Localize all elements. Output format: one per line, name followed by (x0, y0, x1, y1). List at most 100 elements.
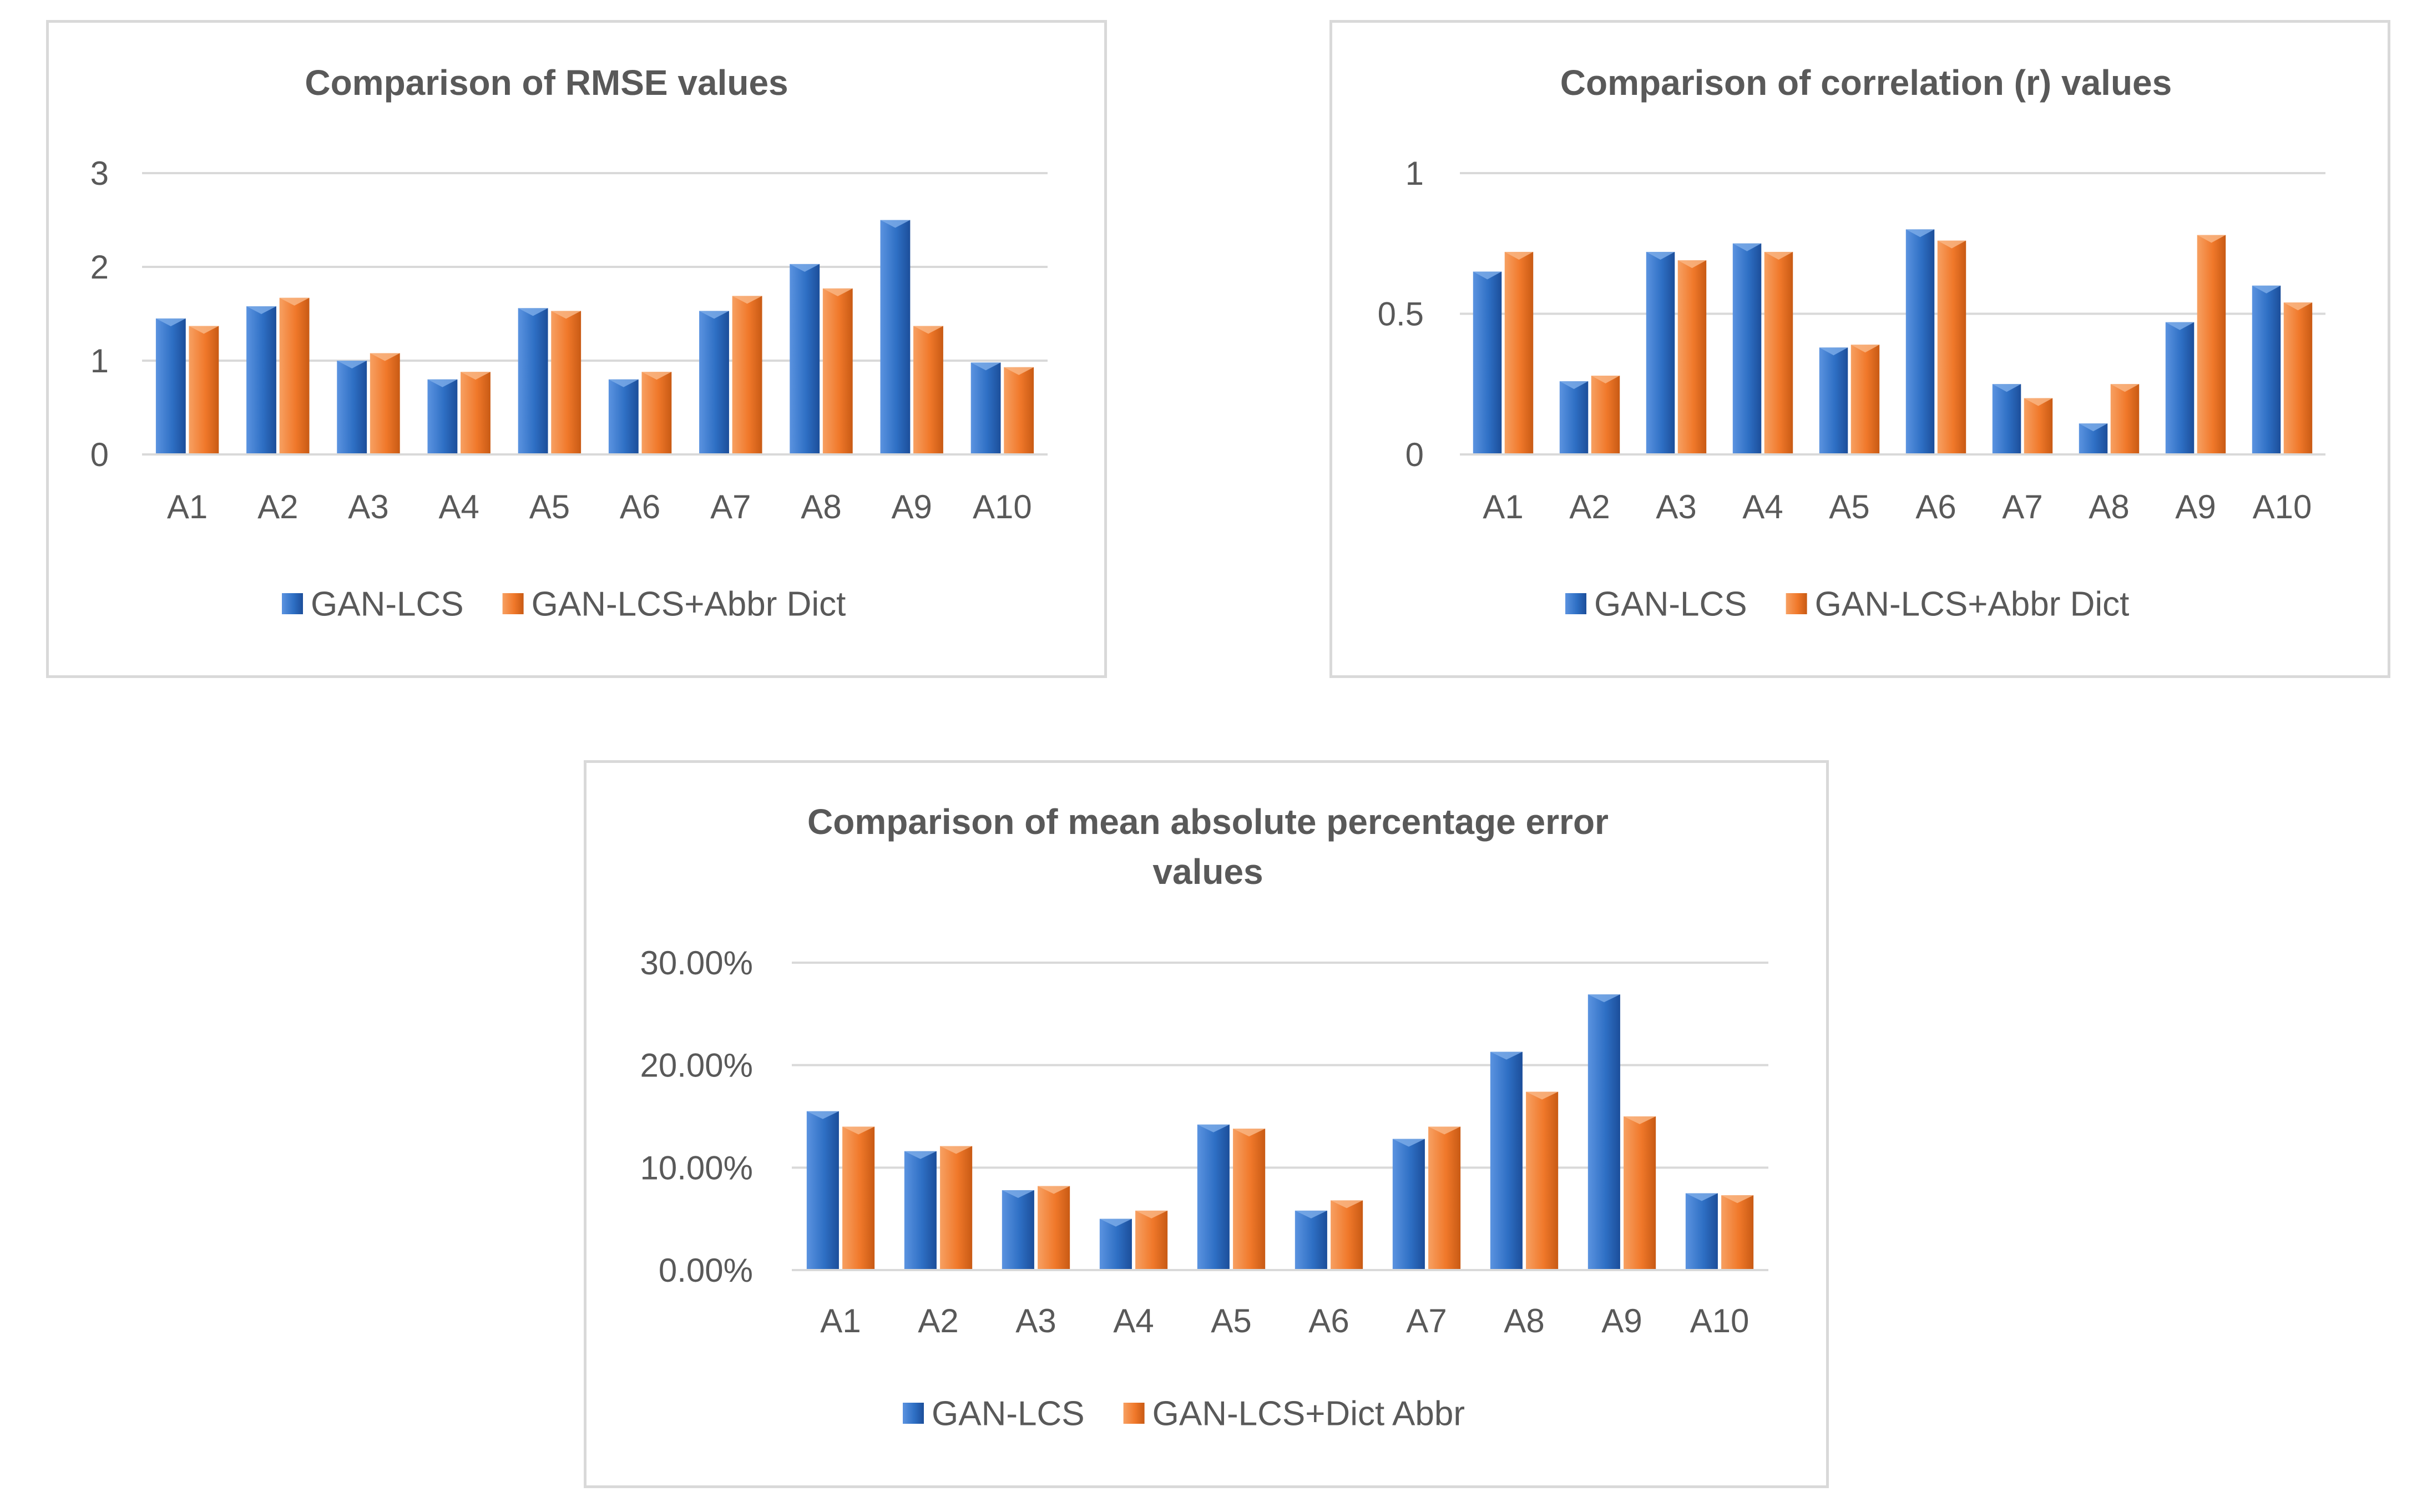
mape-bar-cap (806, 1111, 839, 1119)
corr-legend-label-1: GAN-LCS (1594, 585, 1747, 624)
corr-bar-cap (1591, 376, 1620, 384)
mape-bar-cap (1428, 1126, 1461, 1135)
mape-bar-cap (1331, 1200, 1363, 1208)
rmse-bar-series2-a8 (822, 288, 853, 454)
corr-bar-series1-a5 (1819, 347, 1848, 454)
corr-bar-series2-a9 (2197, 235, 2226, 454)
rmse-bar-cap (970, 362, 1001, 371)
corr-bar-series1-a10 (2252, 285, 2281, 454)
rmse-legend-swatch-2 (502, 593, 524, 614)
rmse-chart-panel: Comparison of RMSE values 0 1 2 3 A1 A2 A3 A4 A5 A… (46, 20, 1107, 678)
corr-bar-cap (1732, 243, 1762, 251)
mape-bar-series2-a1 (842, 1126, 875, 1270)
mape-bar-series1-a8 (1490, 1051, 1523, 1270)
corr-bar-cap (1677, 260, 1707, 269)
corr-legend-swatch-1 (1565, 593, 1586, 614)
corr-legend-swatch-2 (1786, 593, 1807, 614)
corr-bar-cap (1905, 229, 1935, 237)
mape-y-tick-label: 0.00% (659, 1252, 753, 1289)
corr-bar-cap (1992, 384, 2021, 392)
mape-bar-series1-a1 (806, 1111, 839, 1270)
rmse-legend-label-1: GAN-LCS (311, 585, 464, 624)
rmse-bar-cap (1004, 367, 1034, 375)
corr-x-tick-label: A6 (1915, 488, 1956, 525)
mape-bar-series1-a2 (904, 1151, 937, 1270)
rmse-bar-series1-a1 (155, 318, 186, 454)
rmse-bar-cap (790, 264, 820, 272)
corr-x-tick-label: A9 (2175, 488, 2216, 525)
corr-y-tick-label: 1 (1405, 155, 1424, 192)
corr-x-tick-label: A5 (1829, 488, 1869, 525)
mape-bar-cap (842, 1126, 875, 1135)
mape-bar-cap (1685, 1193, 1718, 1201)
corr-bar-series1-a7 (1992, 384, 2021, 454)
mape-x-tick-label: A5 (1211, 1302, 1251, 1339)
corr-bar-cap (1646, 251, 1675, 260)
rmse-bar-cap (641, 372, 672, 380)
rmse-bar-cap (913, 326, 943, 334)
mape-bar-cap (1490, 1051, 1523, 1060)
mape-bar-series2-a5 (1233, 1129, 1266, 1270)
mape-bar-series1-a3 (1002, 1190, 1034, 1270)
corr-bar-cap (1850, 345, 1880, 353)
rmse-x-tick-label: A3 (348, 488, 388, 525)
rmse-x-tick-label: A9 (892, 488, 932, 525)
mape-bar-cap (1038, 1186, 1070, 1194)
corr-bar-series2-a10 (2283, 302, 2313, 454)
rmse-bar-series2-a2 (279, 297, 310, 454)
corr-bar-cap (1764, 251, 1793, 260)
rmse-y-tick-label: 3 (90, 155, 109, 192)
rmse-bar-cap (822, 288, 853, 296)
mape-x-tick-label: A4 (1113, 1302, 1154, 1339)
mape-legend-swatch-1 (903, 1403, 924, 1424)
mape-bar-cap (1099, 1218, 1132, 1227)
mape-y-tick-label: 30.00% (640, 944, 754, 982)
correlation-chart: Comparison of correlation (r) values 0 0.5… (1378, 63, 2325, 624)
mape-bar-cap (1197, 1124, 1230, 1132)
corr-bar-cap (1504, 251, 1534, 260)
rmse-bar-series1-a2 (246, 306, 276, 454)
mape-bar-cap (1624, 1116, 1656, 1124)
corr-bar-cap (2283, 302, 2313, 311)
mape-bar-series2-a9 (1624, 1116, 1656, 1270)
rmse-x-tick-label: A5 (529, 488, 570, 525)
rmse-bar-series1-a9 (880, 220, 911, 454)
mape-y-tick-label: 20.00% (640, 1047, 754, 1084)
corr-x-tick-label: A2 (1569, 488, 1610, 525)
corr-y-tick-label: 0.5 (1378, 296, 1424, 333)
mape-bar-series1-a6 (1295, 1210, 1327, 1270)
mape-chart: Comparison of mean absolute percentage e… (640, 802, 1768, 1433)
rmse-bar-cap (608, 379, 639, 387)
mape-x-tick-label: A3 (1015, 1302, 1056, 1339)
corr-bar-series2-a3 (1677, 260, 1707, 454)
mape-legend-label-1: GAN-LCS (932, 1395, 1085, 1433)
corr-bar-cap (1559, 381, 1589, 390)
mape-y-tick-label: 10.00% (640, 1149, 754, 1186)
mape-chart-title-line-2: values (1152, 852, 1263, 892)
rmse-bar-series1-a4 (427, 379, 458, 454)
rmse-x-tick-label: A1 (167, 488, 208, 525)
rmse-legend-label-2: GAN-LCS+Abbr Dict (532, 585, 846, 624)
mape-bar-cap (940, 1146, 973, 1154)
rmse-chart: Comparison of RMSE values 0 1 2 3 A1 A2 A3 A4 A5 A… (90, 63, 1048, 624)
rmse-bar-series2-a10 (1004, 367, 1034, 454)
corr-bar-cap (1937, 240, 1966, 249)
mape-bar-series2-a4 (1135, 1210, 1168, 1270)
rmse-bar-cap (732, 296, 762, 304)
mape-bar-cap (1233, 1129, 1266, 1137)
corr-x-tick-label: A4 (1742, 488, 1783, 525)
corr-bar-cap (2110, 384, 2140, 392)
corr-bar-cap (1473, 271, 1502, 280)
rmse-x-tick-label: A4 (439, 488, 479, 525)
corr-bar-series1-a9 (2165, 322, 2195, 454)
rmse-y-tick-label: 2 (90, 249, 109, 286)
mape-x-tick-label: A2 (918, 1302, 958, 1339)
corr-bar-series1-a4 (1732, 243, 1762, 454)
mape-x-tick-label: A1 (820, 1302, 861, 1339)
rmse-bar-cap (461, 372, 491, 380)
rmse-legend-swatch-1 (282, 593, 303, 614)
corr-bar-cap (2024, 398, 2053, 406)
corr-bar-series2-a8 (2110, 384, 2140, 454)
rmse-bar-series2-a7 (732, 296, 762, 454)
mape-bar-cap (1002, 1190, 1034, 1198)
